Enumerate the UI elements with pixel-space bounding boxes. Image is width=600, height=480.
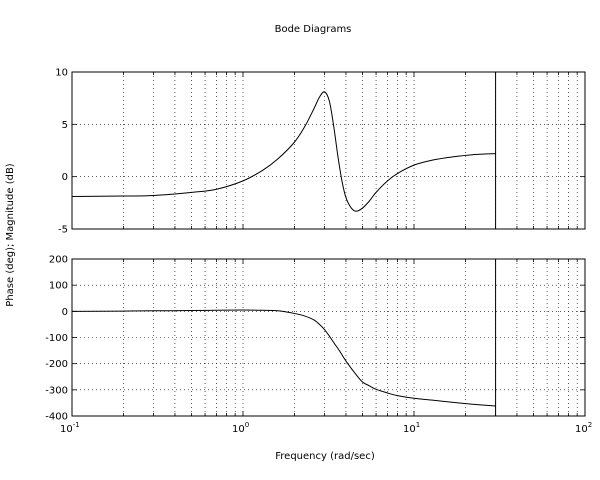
phase-y-tick-labels: 200 100 0 -100 -200 -300 -400 xyxy=(45,255,68,423)
magnitude-ticks xyxy=(71,71,586,230)
y-tick-label: -400 xyxy=(45,412,68,423)
y-tick-label: 10 xyxy=(55,68,68,79)
magnitude-y-tick-labels: 10 5 0 -5 xyxy=(55,68,68,236)
magnitude-series-line xyxy=(71,91,496,212)
y-tick-label: 100 xyxy=(49,281,68,292)
magnitude-axes-frame xyxy=(71,71,586,230)
x-tick-label: 100 xyxy=(232,421,249,435)
phase-plot: 200 100 0 -100 -200 -300 -400 xyxy=(45,255,586,423)
phase-series-line xyxy=(71,309,496,407)
y-tick-label: -100 xyxy=(45,333,68,344)
phase-ticks xyxy=(71,258,586,417)
y-tick-label: 200 xyxy=(49,255,68,266)
y-axis-label: Phase (deg); Magnitude (dB) xyxy=(5,163,16,307)
x-tick-label: 102 xyxy=(575,421,592,435)
x-axis-label: Frequency (rad/sec) xyxy=(275,451,375,462)
magnitude-plot: 10 5 0 -5 xyxy=(55,68,586,236)
x-tick-label: 10-1 xyxy=(60,421,80,435)
phase-grid xyxy=(72,259,585,416)
x-tick-label: 101 xyxy=(403,421,420,435)
y-tick-label: 0 xyxy=(62,172,68,183)
y-tick-label: 5 xyxy=(62,120,68,131)
y-tick-label: 0 xyxy=(62,307,68,318)
y-tick-label: -300 xyxy=(45,385,68,396)
magnitude-grid xyxy=(72,72,585,229)
x-tick-labels: 10-1 100 101 102 xyxy=(60,421,592,435)
y-tick-label: -5 xyxy=(58,225,68,236)
chart-title: Bode Diagrams xyxy=(275,24,352,35)
y-tick-label: -200 xyxy=(45,359,68,370)
